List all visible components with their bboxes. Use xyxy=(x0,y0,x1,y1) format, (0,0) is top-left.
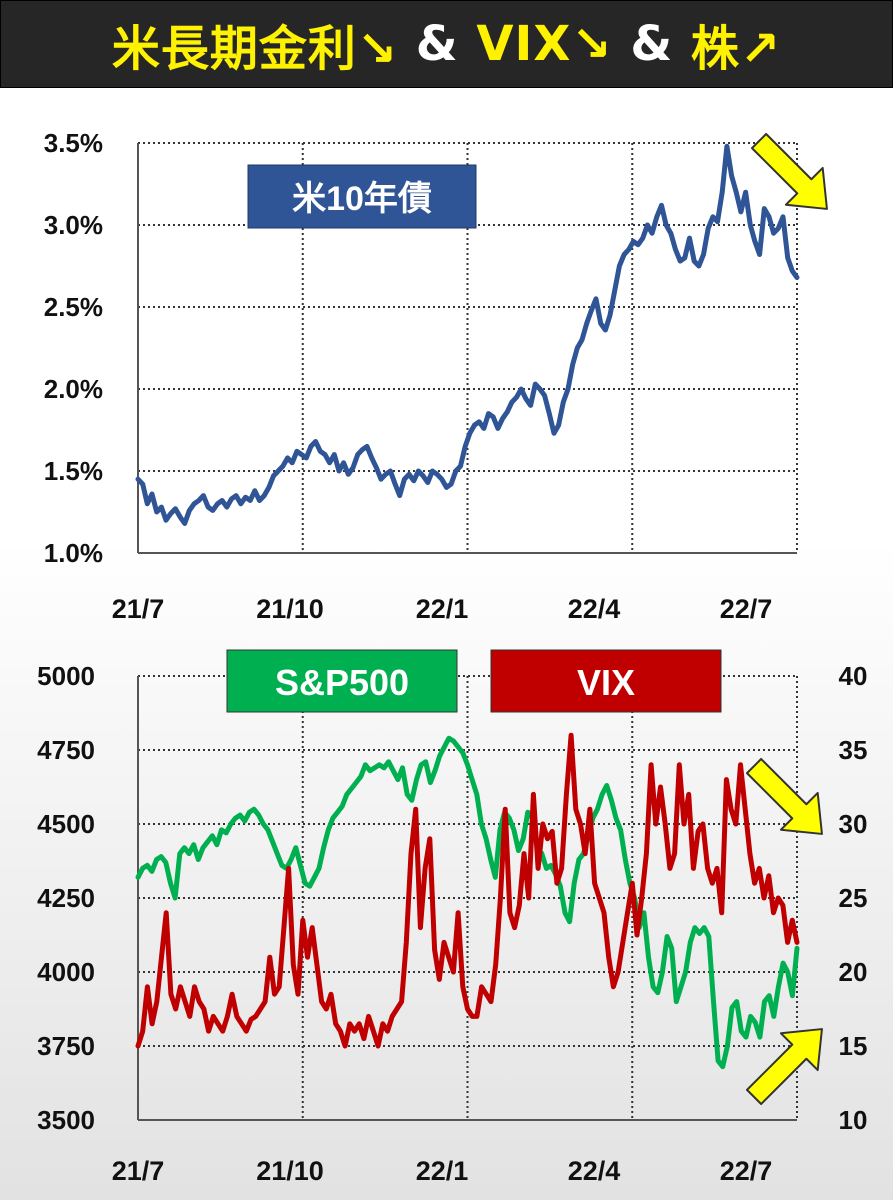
y-right-tick-label: 35 xyxy=(839,735,868,765)
y-tick-label: 3.0% xyxy=(44,210,103,240)
legend-yield-box xyxy=(247,164,477,229)
banner-part1: 米長期金利↘ xyxy=(111,21,399,77)
y-right-tick-label: 10 xyxy=(839,1105,868,1135)
y-left-tick-label: 3750 xyxy=(37,1031,95,1061)
x-tick-label: 22/7 xyxy=(720,594,773,624)
down-arrow-icon-shape xyxy=(745,757,823,835)
y-tick-label: 1.5% xyxy=(44,456,103,486)
grid xyxy=(138,675,798,1121)
legend-vix-box xyxy=(490,649,722,713)
down-arrow-icon-shape xyxy=(750,132,828,210)
y-right-tick-label: 15 xyxy=(839,1031,868,1061)
x-tick-label: 22/4 xyxy=(568,594,621,624)
x-tick-label: 21/10 xyxy=(256,1156,324,1186)
up-arrow-icon-shape xyxy=(745,1028,823,1106)
y-right-tick-label: 20 xyxy=(839,957,868,987)
sp500-vix-chart: 5000 4750 4500 4250 4000 3750 3500 40 35 30 25 20 15… xyxy=(37,649,868,1186)
legend-yield-label: 米10年債 xyxy=(292,180,432,218)
banner-amp2: & xyxy=(612,16,691,72)
vix-series-line xyxy=(135,732,800,1049)
y-tick-label: 2.5% xyxy=(44,292,103,322)
x-tick-label: 21/7 xyxy=(112,594,165,624)
y-left-tick-label: 4750 xyxy=(37,735,95,765)
y-left-tick-label: 5000 xyxy=(37,661,95,691)
y-right-tick-label: 25 xyxy=(839,883,868,913)
banner-part3: 株↗ xyxy=(690,21,782,77)
y-left-tick-label: 4500 xyxy=(37,809,95,839)
y-tick-label: 3.5% xyxy=(44,128,103,158)
banner-part2: VIX↘ xyxy=(476,16,613,72)
legend-sp500-box xyxy=(226,649,458,713)
y-tick-label: 1.0% xyxy=(44,538,103,568)
title-banner: 米長期金利↘ & VIX↘ & 株↗ xyxy=(0,0,893,88)
banner-amp1: & xyxy=(398,16,477,72)
down-arrow-icon xyxy=(745,757,823,835)
legend-sp500-label: S&P500 xyxy=(275,662,409,703)
y-left-tick-label: 4250 xyxy=(37,883,95,913)
down-arrow-icon xyxy=(750,132,828,210)
up-arrow-icon xyxy=(745,1028,823,1106)
x-tick-label: 22/1 xyxy=(416,1156,469,1186)
sp500-series-line xyxy=(135,735,800,1070)
x-tick-label: 22/4 xyxy=(568,1156,621,1186)
treasury-yield-chart: 3.5% 3.0% 2.5% 2.0% 1.5% 1.0% 21/7 21/10 22/1 22/… xyxy=(44,128,828,624)
grid xyxy=(138,142,798,554)
x-tick-label: 21/10 xyxy=(256,594,324,624)
y-left-tick-label: 4000 xyxy=(37,957,95,987)
x-tick-label: 22/1 xyxy=(416,594,469,624)
yield-series-line xyxy=(135,143,800,526)
y-tick-label: 2.0% xyxy=(44,374,103,404)
y-right-tick-label: 30 xyxy=(839,809,868,839)
x-tick-label: 21/7 xyxy=(112,1156,165,1186)
y-right-tick-label: 40 xyxy=(839,661,868,691)
legend-vix-label: VIX xyxy=(577,662,635,703)
x-tick-label: 22/7 xyxy=(720,1156,773,1186)
y-left-tick-label: 3500 xyxy=(37,1105,95,1135)
